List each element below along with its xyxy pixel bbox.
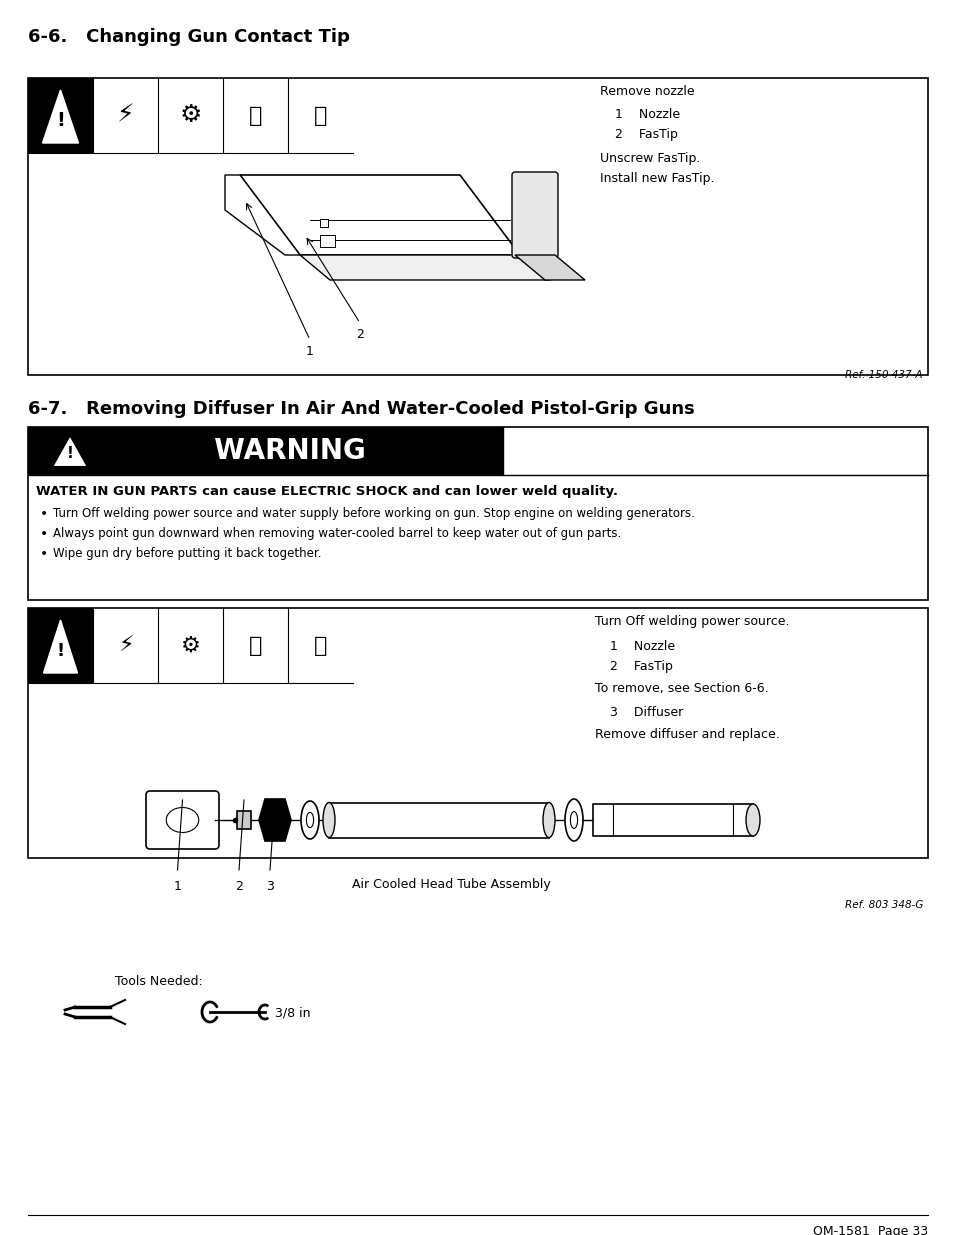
Text: 6-7.   Removing Diffuser In Air And Water-Cooled Pistol-Grip Guns: 6-7. Removing Diffuser In Air And Water-… [28, 400, 694, 417]
Text: •: • [40, 547, 49, 561]
Ellipse shape [570, 811, 577, 829]
FancyBboxPatch shape [28, 608, 92, 683]
Text: 〜: 〜 [314, 636, 327, 656]
Ellipse shape [301, 802, 318, 839]
Text: 1: 1 [173, 881, 181, 893]
FancyBboxPatch shape [329, 803, 548, 837]
Ellipse shape [542, 803, 555, 837]
Text: WARNING: WARNING [195, 437, 366, 466]
Ellipse shape [564, 799, 582, 841]
Polygon shape [240, 175, 519, 254]
Text: WATER IN GUN PARTS can cause ELECTRIC SHOCK and can lower weld quality.: WATER IN GUN PARTS can cause ELECTRIC SH… [36, 485, 618, 498]
Ellipse shape [306, 813, 314, 827]
Polygon shape [44, 620, 77, 673]
FancyBboxPatch shape [593, 804, 752, 836]
FancyBboxPatch shape [28, 78, 927, 375]
Polygon shape [43, 90, 78, 143]
Text: Turn Off welding power source.: Turn Off welding power source. [595, 615, 789, 629]
Polygon shape [225, 175, 299, 254]
Text: Wipe gun dry before putting it back together.: Wipe gun dry before putting it back toge… [53, 547, 321, 559]
Text: 2: 2 [355, 329, 363, 341]
FancyBboxPatch shape [28, 78, 92, 153]
Text: Air Cooled Head Tube Assembly: Air Cooled Head Tube Assembly [352, 878, 550, 890]
Text: Ref. 803 348-G: Ref. 803 348-G [843, 900, 923, 910]
Text: !: ! [56, 641, 65, 659]
Text: 2: 2 [234, 881, 243, 893]
FancyBboxPatch shape [512, 172, 558, 258]
Text: OM-1581  Page 33: OM-1581 Page 33 [812, 1225, 927, 1235]
Text: 1    Nozzle: 1 Nozzle [615, 107, 679, 121]
Polygon shape [515, 254, 584, 280]
Polygon shape [299, 254, 550, 280]
Text: ⚡: ⚡ [116, 104, 134, 127]
FancyBboxPatch shape [28, 427, 502, 475]
FancyBboxPatch shape [319, 235, 335, 247]
Text: ⚡: ⚡ [117, 636, 133, 656]
Ellipse shape [745, 804, 760, 836]
Text: Tools Needed:: Tools Needed: [115, 974, 203, 988]
Text: ⚙: ⚙ [180, 636, 200, 656]
Text: Remove nozzle: Remove nozzle [599, 85, 694, 98]
Text: Install new FasTip.: Install new FasTip. [599, 172, 714, 185]
Text: •: • [40, 527, 49, 541]
FancyBboxPatch shape [319, 219, 328, 227]
Text: Always point gun downward when removing water-cooled barrel to keep water out of: Always point gun downward when removing … [53, 527, 620, 540]
Text: 🔥: 🔥 [249, 636, 262, 656]
Text: !: ! [56, 111, 65, 130]
Text: 2    FasTip: 2 FasTip [615, 128, 678, 141]
Text: 1    Nozzle: 1 Nozzle [609, 640, 675, 653]
FancyBboxPatch shape [28, 608, 927, 858]
Text: 2    FasTip: 2 FasTip [609, 659, 672, 673]
FancyBboxPatch shape [28, 427, 927, 600]
Text: 3/8 in: 3/8 in [274, 1007, 310, 1020]
Text: To remove, see Section 6-6.: To remove, see Section 6-6. [595, 682, 768, 695]
Text: •: • [40, 508, 49, 521]
Text: Ref. 150 437-A: Ref. 150 437-A [844, 370, 923, 380]
Ellipse shape [323, 803, 335, 837]
Text: !: ! [67, 447, 73, 462]
Polygon shape [258, 799, 291, 841]
Text: 3: 3 [266, 881, 274, 893]
Text: 1: 1 [306, 345, 314, 358]
Text: ⚙: ⚙ [179, 104, 201, 127]
FancyBboxPatch shape [146, 790, 219, 848]
Text: 6-6.   Changing Gun Contact Tip: 6-6. Changing Gun Contact Tip [28, 28, 350, 46]
Text: 🔥: 🔥 [249, 105, 262, 126]
Text: 3    Diffuser: 3 Diffuser [609, 706, 682, 719]
Text: Unscrew FasTip.: Unscrew FasTip. [599, 152, 700, 165]
Text: Turn Off welding power source and water supply before working on gun. Stop engin: Turn Off welding power source and water … [53, 508, 694, 520]
FancyBboxPatch shape [236, 811, 251, 829]
Text: Remove diffuser and replace.: Remove diffuser and replace. [595, 727, 779, 741]
Ellipse shape [166, 808, 198, 832]
Text: 〜: 〜 [314, 105, 327, 126]
Polygon shape [52, 435, 88, 467]
